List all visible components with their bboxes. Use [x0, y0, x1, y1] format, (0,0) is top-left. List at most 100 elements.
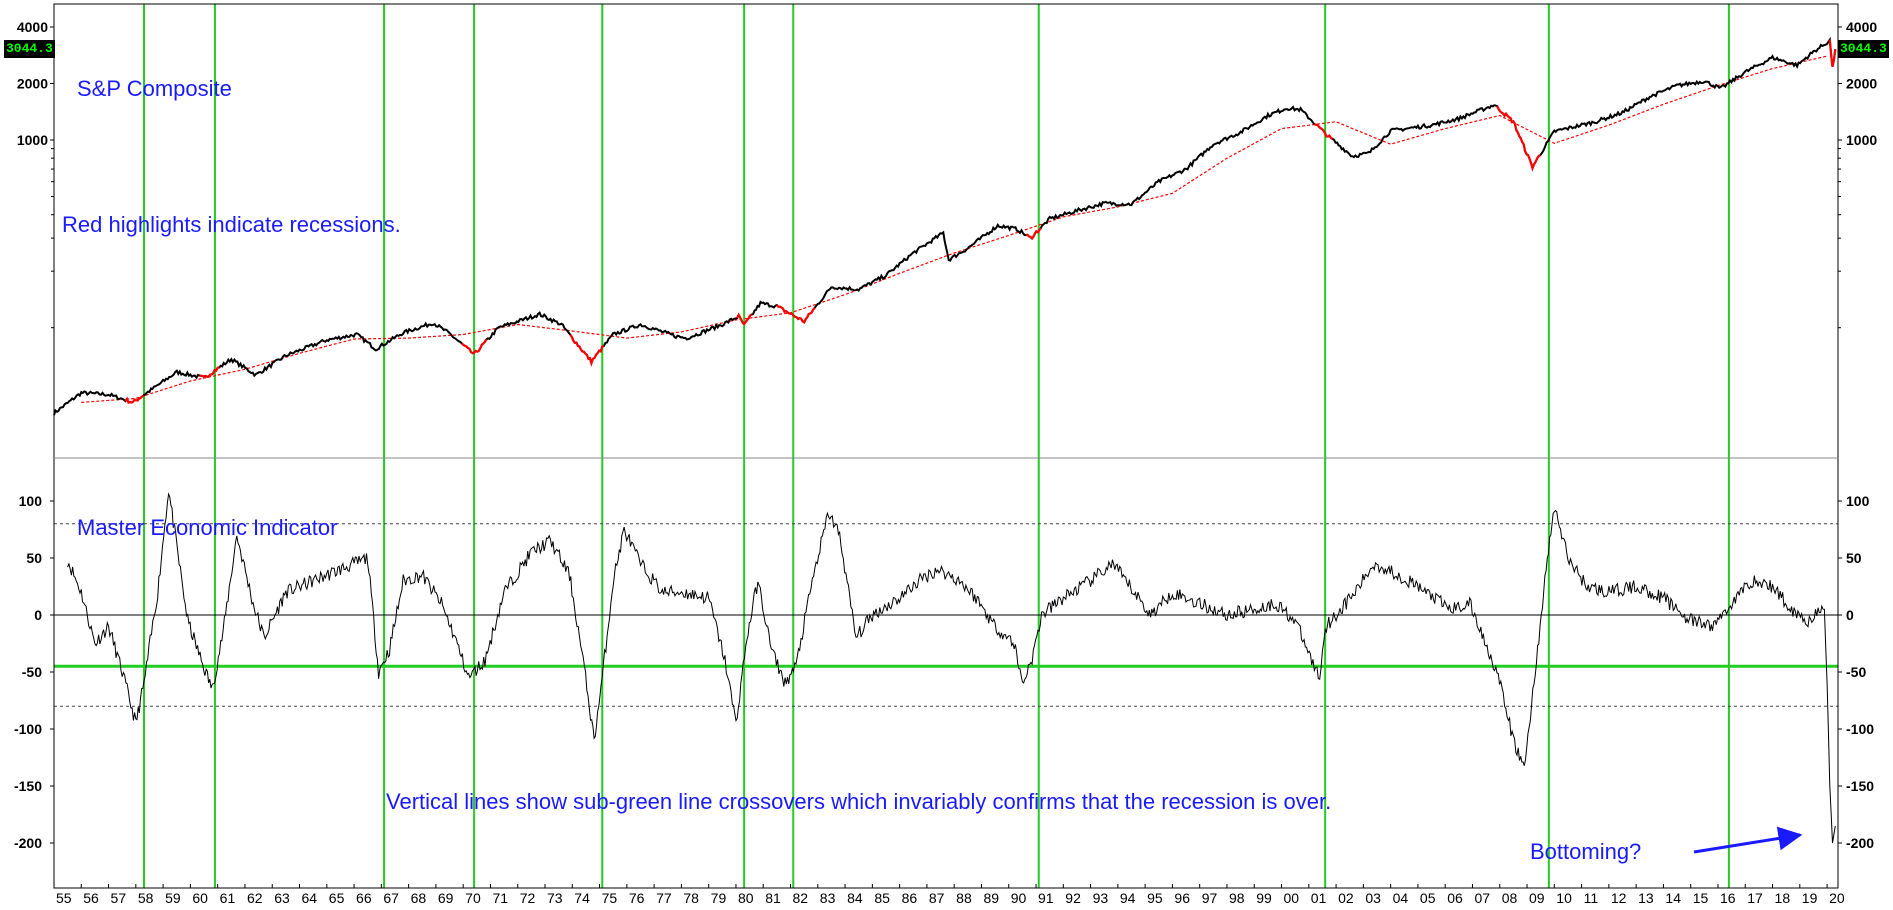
x-tick-label: 55: [56, 890, 72, 906]
recession-highlight-segment: [1496, 105, 1541, 172]
y-tick-label-right: 50: [1846, 550, 1862, 566]
x-tick-label: 75: [602, 890, 618, 906]
x-tick-label: 88: [956, 890, 972, 906]
y-tick-label-left: 0: [34, 607, 42, 623]
y-tick-label-left: -200: [14, 835, 42, 851]
bottoming-arrow-layer: [1693, 826, 1803, 854]
x-tick-label: 58: [138, 890, 154, 906]
y-tick-label-left: -50: [22, 664, 42, 680]
y-tick-label-right: -200: [1846, 835, 1874, 851]
x-tick-label: 76: [629, 890, 645, 906]
x-tick-label: 20: [1829, 890, 1845, 906]
sp-composite-panel: [53, 36, 1837, 416]
x-tick-label: 62: [247, 890, 263, 906]
x-tick-label: 07: [1474, 890, 1490, 906]
x-tick-label: 69: [438, 890, 454, 906]
x-tick-label: 14: [1665, 890, 1681, 906]
y-tick-label-left: 4000: [17, 19, 48, 35]
master-economic-indicator-line: [67, 492, 1836, 844]
x-tick-label: 10: [1556, 890, 1572, 906]
x-tick-label: 02: [1338, 890, 1354, 906]
x-tick-label: 74: [574, 890, 590, 906]
x-tick-label: 83: [820, 890, 836, 906]
recession-highlight-segment: [461, 338, 488, 355]
recession-highlight-segment: [124, 394, 145, 405]
x-tick-label: 77: [656, 890, 672, 906]
x-tick-label: 12: [1611, 890, 1627, 906]
x-tick-label: 60: [192, 890, 208, 906]
x-tick-label: 64: [302, 890, 318, 906]
x-tick-label: 79: [711, 890, 727, 906]
x-tick-label: 06: [1447, 890, 1463, 906]
x-tick-label: 63: [274, 890, 290, 906]
x-tick-label: 93: [1093, 890, 1109, 906]
master-economic-indicator-panel: [54, 492, 1838, 844]
y-tick-label-left: 2000: [17, 76, 48, 92]
x-tick-label: 09: [1529, 890, 1545, 906]
y-tick-label-right: 100: [1846, 493, 1870, 509]
y-tick-label-left: 100: [19, 493, 43, 509]
x-tick-label: 68: [411, 890, 427, 906]
x-tick-label: 81: [765, 890, 781, 906]
y-tick-label-right: 2000: [1846, 76, 1877, 92]
grid-layer: [143, 4, 1730, 888]
x-tick-label: 13: [1638, 890, 1654, 906]
price-badge-right: 3044.3: [1838, 40, 1889, 58]
y-tick-label-left: -100: [14, 721, 42, 737]
recession-highlight-segment: [199, 366, 220, 378]
x-tick-label: 71: [492, 890, 508, 906]
master-economic-indicator-title: Master Economic Indicator: [77, 515, 338, 540]
recession-highlight-segment: [1828, 39, 1837, 68]
x-tick-label: 19: [1802, 890, 1818, 906]
x-tick-label: 66: [356, 890, 372, 906]
x-tick-label: 91: [1038, 890, 1054, 906]
y-tick-label-right: -100: [1846, 721, 1874, 737]
x-tick-label: 72: [520, 890, 536, 906]
x-tick-label: 90: [1011, 890, 1027, 906]
bottoming-arrow: [1693, 826, 1803, 854]
x-tick-label: 00: [1284, 890, 1300, 906]
y-tick-label-right: -150: [1846, 778, 1874, 794]
y-tick-label-left: -150: [14, 778, 42, 794]
x-tick-label: 03: [1365, 890, 1381, 906]
x-tick-label: 85: [874, 890, 890, 906]
x-tick-label: 16: [1720, 890, 1736, 906]
x-tick-label: 61: [220, 890, 236, 906]
x-tick-label: 01: [1311, 890, 1327, 906]
x-tick-label: 94: [1120, 890, 1136, 906]
bottoming-label: Bottoming?: [1530, 839, 1642, 864]
sp-composite-title: S&P Composite: [77, 76, 232, 101]
x-tick-label: 80: [738, 890, 754, 906]
recession-highlight-segment: [1313, 123, 1334, 140]
x-tick-label: 17: [1747, 890, 1763, 906]
x-tick-label: 98: [1229, 890, 1245, 906]
x-tick-label: 65: [329, 890, 345, 906]
x-tick-label: 11: [1584, 890, 1599, 906]
x-tick-label: 08: [1502, 890, 1518, 906]
y-tick-label-right: 0: [1846, 607, 1854, 623]
x-tick-label: 92: [1065, 890, 1081, 906]
y-tick-label-right: -50: [1846, 664, 1866, 680]
x-tick-label: 05: [1420, 890, 1436, 906]
recession-highlight-segment: [569, 334, 605, 367]
recession-note: Red highlights indicate recessions.: [62, 212, 401, 237]
x-tick-label: 97: [1202, 890, 1218, 906]
y-tick-label-right: 4000: [1846, 19, 1877, 35]
x-tick-label: 67: [383, 890, 399, 906]
x-tick-label: 57: [111, 890, 127, 906]
x-tick-label: 70: [465, 890, 481, 906]
vertical-lines-note: Vertical lines show sub-green line cross…: [386, 789, 1332, 814]
recession-highlight-segment: [776, 304, 816, 324]
x-tick-label: 56: [83, 890, 99, 906]
x-tick-label: 04: [1393, 890, 1409, 906]
x-tick-label: 99: [1256, 890, 1272, 906]
x-tick-label: 82: [793, 890, 809, 906]
y-tick-label-right: 1000: [1846, 132, 1877, 148]
x-tick-label: 59: [165, 890, 181, 906]
x-tick-label: 89: [983, 890, 999, 906]
recession-highlight-segment: [736, 312, 753, 326]
y-tick-label-left: 1000: [17, 132, 48, 148]
x-tick-label: 96: [1174, 890, 1190, 906]
moving-average-line: [81, 55, 1828, 403]
